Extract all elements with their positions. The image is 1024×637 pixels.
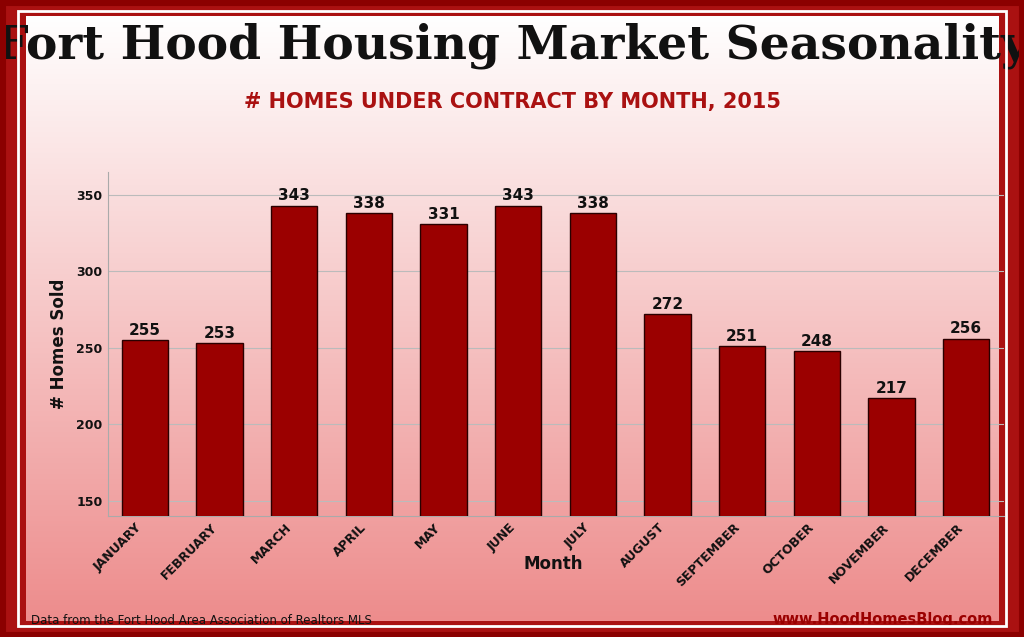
Bar [197, 343, 243, 637]
Bar [794, 351, 840, 637]
Text: 272: 272 [651, 297, 684, 312]
Bar [644, 314, 690, 637]
Text: 255: 255 [129, 323, 161, 338]
Text: Data from the Fort Hood Area Association of Realtors MLS: Data from the Fort Hood Area Association… [31, 615, 372, 627]
Text: 256: 256 [950, 321, 982, 336]
Text: Month: Month [523, 555, 583, 573]
Text: # HOMES UNDER CONTRACT BY MONTH, 2015: # HOMES UNDER CONTRACT BY MONTH, 2015 [244, 92, 780, 112]
Text: 343: 343 [502, 189, 535, 203]
Text: 343: 343 [279, 189, 310, 203]
Bar [569, 213, 616, 637]
Bar [719, 347, 765, 637]
Bar [943, 339, 989, 637]
Text: 331: 331 [428, 206, 460, 222]
Bar [421, 224, 467, 637]
Text: 338: 338 [577, 196, 609, 211]
Text: 251: 251 [726, 329, 758, 344]
Bar [868, 398, 914, 637]
Text: 248: 248 [801, 334, 833, 348]
Bar [122, 340, 168, 637]
Text: Fort Hood Housing Market Seasonality: Fort Hood Housing Market Seasonality [0, 22, 1024, 69]
Text: www.HoodHomesBlog.com: www.HoodHomesBlog.com [773, 612, 993, 627]
Bar [346, 213, 392, 637]
Text: 253: 253 [204, 326, 236, 341]
Bar [271, 206, 317, 637]
Y-axis label: # Homes Sold: # Homes Sold [50, 279, 68, 409]
Text: 217: 217 [876, 381, 907, 396]
Text: 338: 338 [353, 196, 385, 211]
Bar [495, 206, 542, 637]
